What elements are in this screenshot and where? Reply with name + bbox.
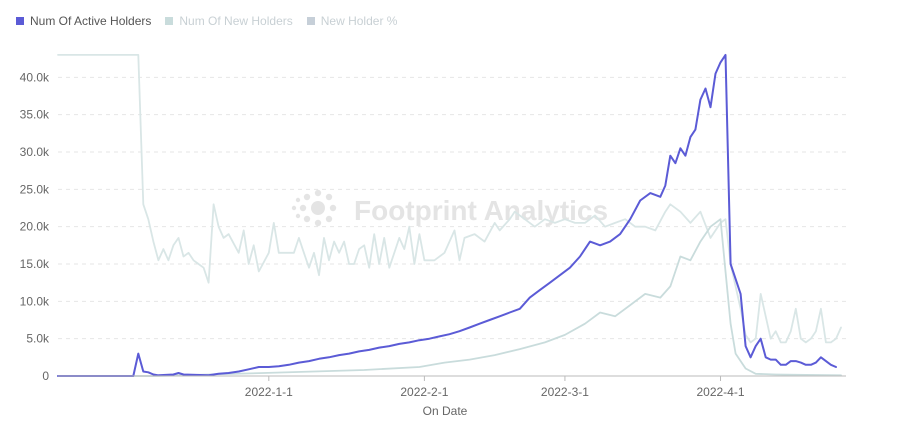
- y-tick-label: 0: [42, 369, 49, 383]
- footprint-logo-icon: [291, 189, 337, 227]
- x-tick-label: 2022-3-1: [541, 385, 589, 399]
- legend-label: Num Of Active Holders: [30, 14, 152, 28]
- y-tick-label: 10.0k: [20, 294, 50, 308]
- legend-item-2[interactable]: New Holder %: [306, 14, 398, 28]
- series-line-num-of-new-holders[interactable]: [57, 218, 842, 377]
- x-tick-label: 2022-2-1: [400, 385, 448, 399]
- legend-item-1[interactable]: Num Of New Holders: [165, 14, 293, 28]
- series-layer: [57, 53, 842, 377]
- watermark: Footprint Analytics: [291, 189, 608, 227]
- chart-legend: Num Of Active Holders Num Of New Holders N…: [16, 14, 397, 28]
- y-tick-label: 30.0k: [20, 145, 50, 159]
- x-axis-title: On Date: [423, 404, 468, 418]
- legend-item-0[interactable]: Num Of Active Holders: [16, 14, 151, 28]
- y-tick-label: 40.0k: [20, 70, 50, 84]
- y-tick-label: 25.0k: [20, 182, 50, 196]
- legend-swatch-icon: [165, 17, 174, 25]
- watermark-text: Footprint Analytics: [354, 195, 608, 226]
- series-line-new-holder-[interactable]: [57, 54, 842, 344]
- x-tick-label: 2022-4-1: [696, 385, 744, 399]
- legend-label: New Holder %: [320, 14, 398, 28]
- legend-swatch-icon: [16, 17, 24, 25]
- y-tick-label: 20.0k: [20, 220, 50, 234]
- legend-swatch-icon: [306, 17, 315, 25]
- y-tick-label: 5.0k: [26, 332, 50, 346]
- axes: 0 5.0k 10.0k 15.0k 20.0k 25.0k 30.0k 35.0k 40.0k…: [20, 70, 846, 418]
- y-tick-label: 15.0k: [20, 257, 50, 271]
- x-tick-label: 2022-1-1: [245, 385, 293, 399]
- legend-label: Num Of New Holders: [179, 14, 293, 28]
- y-tick-label: 35.0k: [20, 108, 50, 122]
- series-line-num-of-active-holders[interactable]: [57, 53, 837, 377]
